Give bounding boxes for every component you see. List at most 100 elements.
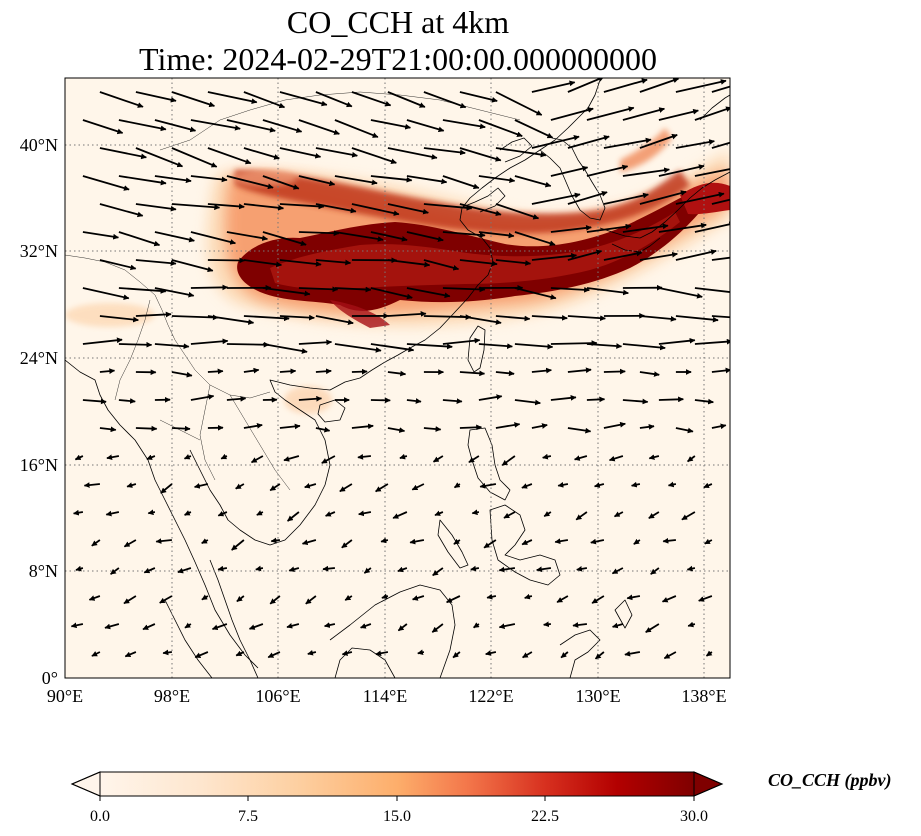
wind-vector-arrow [483,539,497,549]
wind-vector-arrow [531,192,581,205]
wind-vector-arrow [250,455,264,464]
wind-vector-arrow [334,343,382,353]
wind-vector-arrow [675,427,694,434]
wind-vector-arrow [479,482,497,489]
x-tick-label: 106°E [255,686,300,706]
wind-vectors [70,78,730,660]
wind-vector-arrow [442,231,486,238]
wind-vector-arrow [279,423,301,430]
y-tick-label: 32°N [20,241,58,261]
wind-vector-arrow [73,509,84,516]
wind-vector-arrow [590,538,605,545]
chart-subtitle-time: Time: 2024-02-29T21:00:00.000000000 [139,41,657,77]
wind-vector-arrow [612,622,624,629]
wind-vector-arrow [406,231,444,242]
wind-vector-arrow [124,651,137,658]
wind-vector-arrow [286,623,300,629]
wind-vector-arrow [351,91,392,107]
wind-vector-arrow [99,368,116,374]
wind-vector-arrow [298,395,323,402]
wind-vector-arrow [370,119,411,130]
wind-vector-arrow [315,91,353,108]
coast-mainland-asia [65,79,601,669]
colorbar-tick-label: 15.0 [383,808,411,825]
wind-vector-arrow [380,537,389,544]
wind-vector-arrow [397,566,408,573]
wind-vector-arrow [82,231,119,240]
wind-vector-arrow [324,622,336,628]
wind-vector-arrow [370,343,415,353]
wind-vector-arrow [387,370,407,377]
coast-korea [539,137,606,221]
wind-vector-arrow [334,119,379,138]
wind-vector-arrow [325,511,336,517]
wind-vector-arrow [184,510,192,516]
wind-vector-arrow [406,175,448,185]
wind-vector-arrow [135,91,177,103]
wind-vector-arrow [351,147,397,164]
coast-malay-peninsula [164,559,259,678]
wind-vector-arrow [298,339,333,346]
wind-vector-arrow [298,119,340,135]
wind-vector-arrow [75,565,84,572]
wind-vector-arrow [190,231,236,245]
wind-vector-arrow [498,566,516,573]
wind-vector-arrow [171,371,193,378]
wind-vector-arrow [243,91,286,109]
wind-vector-arrow [594,482,605,488]
wind-vector-arrow [536,566,552,573]
wind-vector-arrow [711,315,730,319]
wind-vector-arrow [135,311,172,318]
wind-vector-arrow [351,203,400,217]
wind-vector-arrow [226,341,270,348]
wind-vector-arrow [471,509,480,516]
wind-vector-arrow [262,175,300,190]
wind-vector-arrow [567,249,603,261]
wind-vector-arrow [375,650,389,657]
wind-vector-arrow [521,483,533,489]
wind-vector-arrow [423,259,460,271]
wind-vector-arrow [522,651,533,659]
wind-vector-arrow [633,538,641,545]
wind-vector-arrow [531,80,576,93]
wind-vector-arrow [495,203,540,220]
wind-vector-arrow [171,203,221,211]
wind-vector-arrow [658,108,699,121]
wind-vector-arrow [255,565,264,572]
wind-vector-arrow [279,147,322,159]
wind-vector-arrow [459,259,498,267]
wind-vector-arrow [370,287,413,300]
wind-vector-arrow [82,119,124,135]
wind-vector-arrow [315,203,357,214]
wind-vector-arrow [514,231,556,246]
wind-vector-arrow [207,203,245,210]
wind-vector-arrow [270,537,281,544]
wind-vector-arrow [495,422,521,429]
wind-vector-arrow [279,203,325,210]
wind-vector-arrow [360,623,372,629]
wind-vector-arrow [406,398,422,404]
wind-vector-arrow [586,106,635,121]
y-tick-label: 40°N [20,135,58,155]
wind-vector-arrow [495,147,547,158]
wind-vector-arrow [452,651,461,659]
wind-vector-arrow [279,368,297,375]
map-frame [64,77,731,679]
wind-vector-arrow [262,119,303,133]
wind-vector-arrow [269,595,281,605]
wind-vector-arrow [639,371,660,377]
coast-borneo [329,584,456,678]
wind-vector-arrow [304,483,317,489]
wind-vector-arrow [495,315,531,322]
wind-vector-arrow [478,119,523,137]
wind-vector-arrow [459,424,482,431]
wind-vector-arrow [675,139,715,149]
plume-myanmar-patch [65,303,155,327]
wind-vector-arrow [704,538,713,545]
wind-vector-arrow [557,482,569,488]
wind-vector-arrow [135,147,184,168]
wind-vector-arrow [118,398,136,404]
wind-vector-arrow [183,454,192,460]
y-tick-label: 24°N [20,348,58,368]
